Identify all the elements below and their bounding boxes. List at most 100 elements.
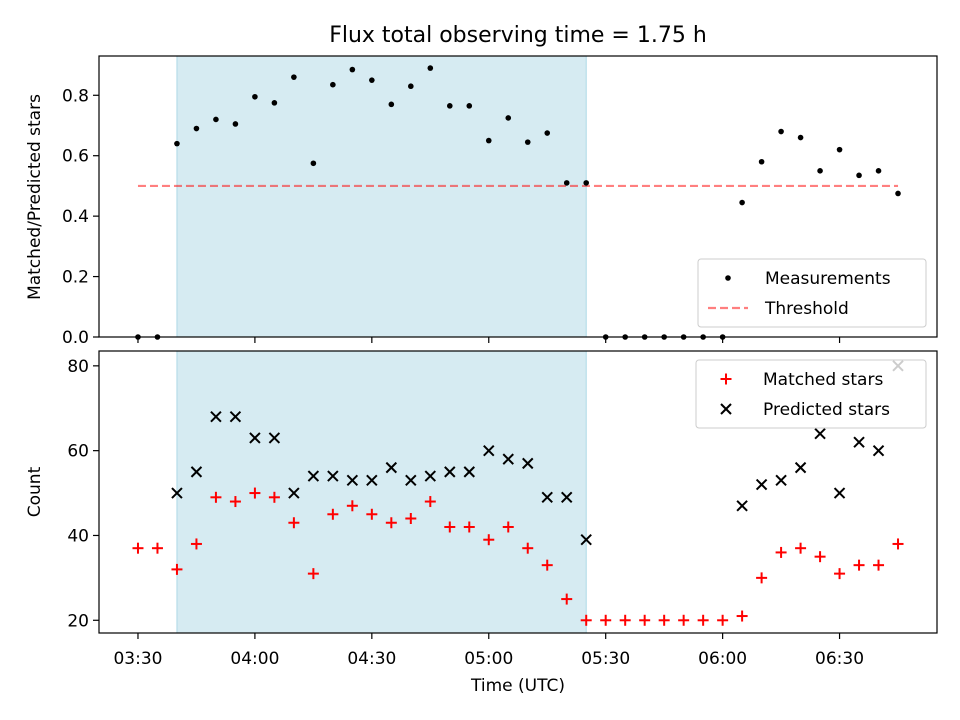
chart-title: Flux total observing time = 1.75 h xyxy=(329,23,707,48)
predicted-star-point xyxy=(210,411,222,423)
top-axes-frame xyxy=(98,55,938,338)
matched-star-point xyxy=(658,614,670,626)
matched-star-point xyxy=(619,614,631,626)
matched-legend-marker xyxy=(720,373,732,385)
predicted-legend-marker xyxy=(720,403,732,415)
measurement-point xyxy=(856,172,862,179)
matched-star-point xyxy=(483,534,495,546)
matched-star-point xyxy=(327,508,339,520)
predicted-star-point xyxy=(288,487,300,499)
measurement-point xyxy=(310,160,317,167)
matched-star-point xyxy=(522,542,534,554)
top-y-ticks: 0.0 0.2 0.4 0.6 0.8 xyxy=(62,86,99,348)
top-legend-box xyxy=(697,258,927,328)
top-y-tick-label: 0.6 xyxy=(62,147,89,167)
x-axis-label: Time (UTC) xyxy=(470,676,565,696)
top-shaded-band xyxy=(176,55,587,338)
matched-star-point xyxy=(814,551,826,563)
predicted-star-point xyxy=(736,500,748,512)
bottom-shaded-interval xyxy=(176,350,587,634)
matched-star-point xyxy=(366,508,378,520)
measurement-point xyxy=(739,199,745,206)
matched-star-point xyxy=(502,521,514,533)
x-tick-label: 05:00 xyxy=(464,649,513,669)
matched-star-point xyxy=(756,572,768,584)
matched-star-point xyxy=(385,517,397,529)
measurement-point xyxy=(466,103,473,109)
top-y-tick-label: 0.0 xyxy=(62,328,89,348)
bottom-legend: Matched stars Predicted stars xyxy=(695,359,927,429)
matched-star-point xyxy=(678,614,690,626)
bottom-y-tick-label: 20 xyxy=(67,611,89,631)
matched-star-point xyxy=(424,496,436,508)
legend-label-matched: Matched stars xyxy=(763,370,883,390)
matched-star-point xyxy=(444,521,456,533)
matched-star-point xyxy=(873,559,885,571)
matched-star-point xyxy=(639,614,651,626)
measurement-point xyxy=(895,190,901,197)
measurement-point xyxy=(446,103,453,109)
legend-label-predicted: Predicted stars xyxy=(763,400,890,420)
predicted-stars-points xyxy=(171,360,904,546)
x-tick-label: 06:30 xyxy=(815,649,864,669)
measurement-points xyxy=(135,65,901,340)
measurement-point xyxy=(563,180,570,186)
measurement-point xyxy=(213,116,219,123)
predicted-star-point xyxy=(366,474,378,487)
bottom-y-tick-label: 40 xyxy=(67,526,89,546)
predicted-star-point xyxy=(872,444,885,457)
predicted-star-point xyxy=(405,474,417,487)
bottom-axes-frame xyxy=(98,350,938,634)
measurement-point xyxy=(271,100,278,106)
matched-star-point xyxy=(249,487,261,499)
top-y-tick-label: 0.2 xyxy=(62,268,89,288)
matched-star-point xyxy=(229,496,241,508)
measurement-point xyxy=(875,168,882,174)
matched-star-point xyxy=(834,568,846,580)
x-tick-label: 03:30 xyxy=(113,649,162,669)
matched-star-point xyxy=(697,614,709,626)
measurement-point xyxy=(505,115,512,121)
matched-star-point xyxy=(346,500,358,512)
measurement-point xyxy=(427,65,434,71)
predicted-star-point xyxy=(502,453,514,465)
measurement-point xyxy=(778,128,784,135)
predicted-star-point xyxy=(229,411,242,423)
measurement-point xyxy=(252,93,258,100)
measurement-point xyxy=(817,168,823,174)
predicted-star-point xyxy=(541,491,553,504)
bottom-legend-box xyxy=(695,359,927,429)
matched-star-point xyxy=(717,614,729,626)
predicted-star-point xyxy=(794,461,807,474)
matched-star-point xyxy=(561,593,573,605)
legend-label-measurements: Measurements xyxy=(765,269,891,289)
matched-star-point xyxy=(600,614,612,626)
matched-star-point xyxy=(580,614,592,626)
measurement-point xyxy=(758,158,765,165)
matched-star-point xyxy=(190,538,202,550)
matched-stars-points xyxy=(132,487,904,626)
measurement-point xyxy=(232,121,239,127)
matched-star-point xyxy=(268,491,280,503)
matched-star-point xyxy=(736,610,748,622)
predicted-star-point xyxy=(561,491,573,504)
matched-star-point xyxy=(775,546,787,558)
predicted-star-point xyxy=(268,432,281,444)
measurement-point xyxy=(174,140,180,147)
measurement-point xyxy=(797,134,804,141)
matched-star-point xyxy=(132,542,144,554)
bottom-shaded-band xyxy=(176,350,587,634)
predicted-star-point xyxy=(755,478,768,491)
measurement-point xyxy=(408,83,414,90)
predicted-star-point xyxy=(327,470,339,482)
measurement-point xyxy=(291,74,297,80)
predicted-star-point xyxy=(346,474,359,487)
predicted-star-point xyxy=(833,487,846,499)
predicted-star-point xyxy=(522,457,534,470)
measurement-point xyxy=(524,139,531,145)
matched-star-point xyxy=(853,559,865,571)
top-shaded-interval xyxy=(176,55,587,338)
predicted-star-point xyxy=(814,427,826,440)
